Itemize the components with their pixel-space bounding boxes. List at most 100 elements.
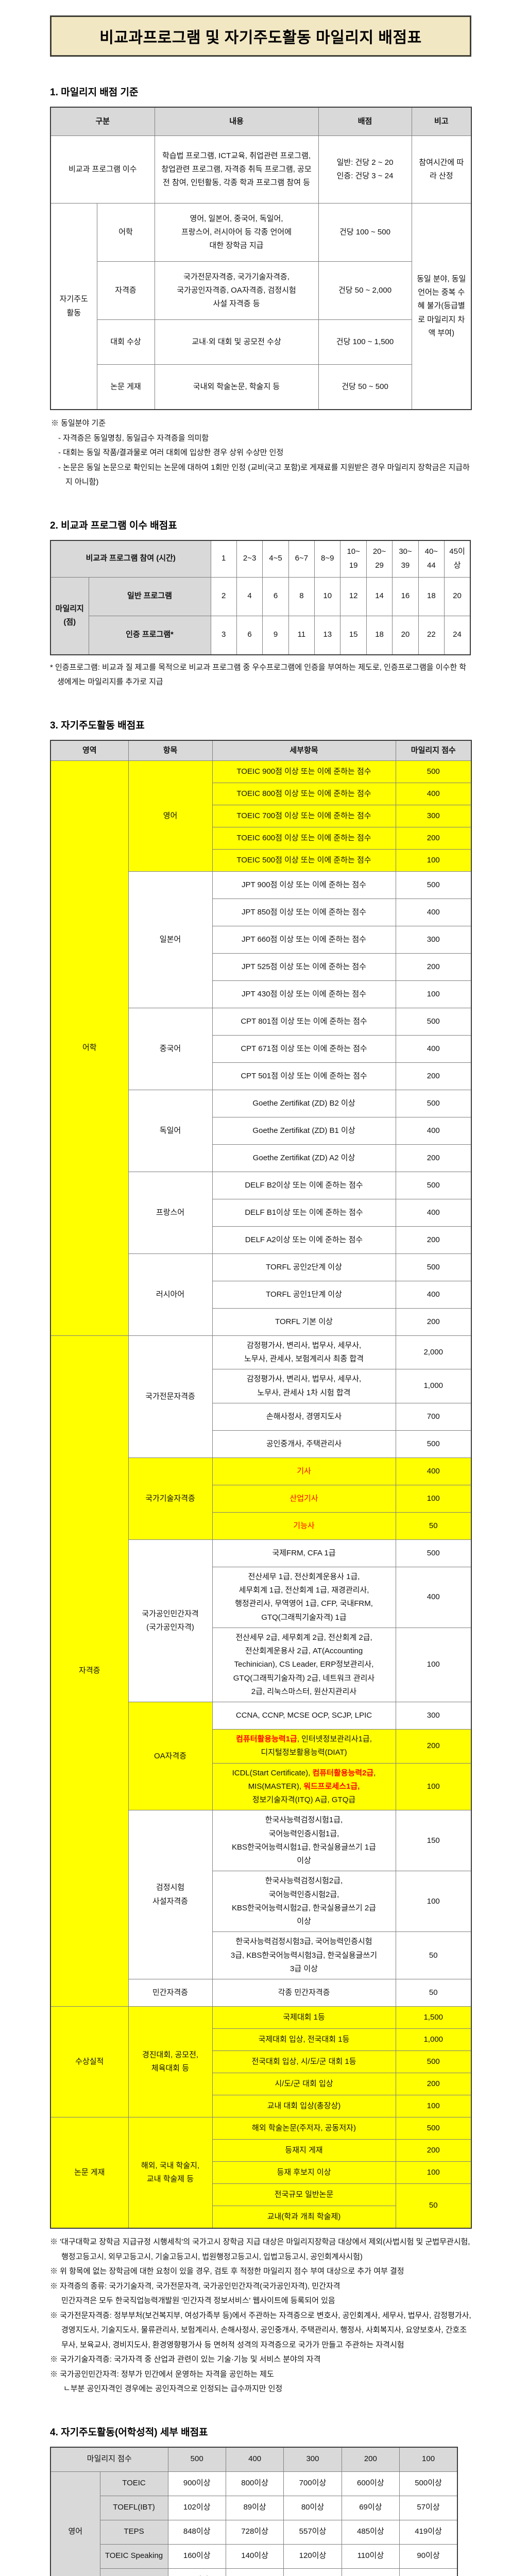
item-cell: 검정시험 사설자격증 <box>128 1810 212 1979</box>
table-row: 영어 TOEIC 900이상 800이상 700이상 600이상 500이상 <box>50 2471 457 2496</box>
header-cell: 비고 <box>412 107 471 136</box>
section-2-heading: 2. 비교과 프로그램 이수 배점표 <box>50 518 472 532</box>
value-cell: 160이상 <box>168 2544 226 2568</box>
detail-cell: 산업기사 <box>212 1485 396 1512</box>
item-cell: 중국어 <box>128 1008 212 1090</box>
header-cell: 500 <box>168 2447 226 2472</box>
label-cell: 어학 <box>97 204 155 262</box>
value-cell: 485이상 <box>342 2520 399 2544</box>
item-cell: 영어 <box>128 760 212 871</box>
score-cell: 200 <box>396 1226 471 1253</box>
detail-cell: TORFL 기본 이상 <box>212 1308 396 1335</box>
value-cell: 2 <box>211 577 236 616</box>
plain-text: 정보기술자격(ITQ) A급, GTQ급 <box>252 1795 355 1804</box>
test-cell: OPIC <box>100 2568 168 2576</box>
score-cell: 500 <box>396 760 471 783</box>
detail-cell: CPT 671점 이상 또는 이에 준하는 점수 <box>212 1035 396 1062</box>
detail-cell: 각종 민간자격증 <box>212 1979 396 2007</box>
hours-cell: 20~29 <box>366 540 392 578</box>
score-cell: 100 <box>396 980 471 1008</box>
value-cell: 16 <box>393 577 418 616</box>
table-row: 자기주도 활동 어학 영어, 일본어, 중국어, 독일어, 프랑스어, 러시아어… <box>50 204 471 262</box>
detail-cell: 시/도/군 대회 입상 <box>212 2073 396 2095</box>
value-cell: 90이상 <box>400 2544 457 2568</box>
detail-cell: Goethe Zertifikat (ZD) B1 이상 <box>212 1117 396 1144</box>
value-cell: 20 <box>393 616 418 655</box>
table-header-row: 구분 내용 배점 비고 <box>50 107 471 136</box>
detail-cell: 전국대회 입상, 시/도/군 대회 1등 <box>212 2051 396 2073</box>
item-cell: 일본어 <box>128 871 212 1008</box>
value-cell: 4 <box>236 577 262 616</box>
score-cell: 500 <box>396 1172 471 1199</box>
header-cell: 400 <box>226 2447 283 2472</box>
section-4-heading: 4. 자기주도활동(어학성적) 세부 배점표 <box>50 2425 472 2438</box>
score-cell: 200 <box>396 953 471 980</box>
activity-notes: ※ '대구대학교 장학금 지급규정 시행세칙'의 국가고시 장학금 지급 대상은… <box>50 2235 472 2397</box>
table-row: 자격증 국가전문자격증 감정평가사, 변리사, 법무사, 세무사, 노무사, 관… <box>50 1335 471 1369</box>
table-row: TEPS 848이상 728이상 557이상 485이상 419이상 <box>50 2520 457 2544</box>
detail-cell: JPT 430점 이상 또는 이에 준하는 점수 <box>212 980 396 1008</box>
item-cell: 민간자격증 <box>128 1979 212 2007</box>
detail-cell: TOEIC 600점 이상 또는 이에 준하는 점수 <box>212 827 396 849</box>
score-cell: 100 <box>396 2095 471 2117</box>
area-cell: 수상실적 <box>50 2007 128 2117</box>
value-cell: 500이상 <box>400 2471 457 2496</box>
area-cell: 어학 <box>50 760 128 1335</box>
detail-cell: 손해사정사, 경영지도사 <box>212 1403 396 1430</box>
program-table-note: * 인증프로그램: 비교과 질 제고를 목적으로 비교과 프로그램 중 우수프로… <box>50 660 472 690</box>
table-row: OPIC AL이상 IH IM2 IM1 <box>50 2568 457 2576</box>
page-title: 비교과프로그램 및 자기주도활동 마일리지 배점표 <box>50 15 471 57</box>
hours-cell: 8~9 <box>315 540 340 578</box>
detail-cell: Goethe Zertifikat (ZD) A2 이상 <box>212 1144 396 1172</box>
detail-cell: 감정평가사, 변리사, 법무사, 세무사, 노무사, 관세사, 보험계리사 최종… <box>212 1335 396 1369</box>
red-text: 컴퓨터활용능력1급 <box>236 1735 297 1743</box>
detail-cell: 등재지 게재 <box>212 2140 396 2162</box>
value-cell: 848이상 <box>168 2520 226 2544</box>
score-cell: 500 <box>396 871 471 899</box>
score-cell: 300 <box>396 805 471 827</box>
score-cell: 50 <box>396 1512 471 1539</box>
detail-cell: 국제대회 입상, 전국대회 1등 <box>212 2029 396 2051</box>
value-cell: 18 <box>418 577 444 616</box>
score-cell: 500 <box>396 1253 471 1281</box>
score-cell: 400 <box>396 899 471 926</box>
table-row: 인증 프로그램* 3 6 9 11 13 15 18 20 22 24 <box>50 616 470 655</box>
detail-cell: 교내 대회 입상(총장상) <box>212 2095 396 2117</box>
value-cell: 120이상 <box>284 2544 342 2568</box>
value-cell: 12 <box>340 577 366 616</box>
detail-cell: 한국사능력검정시험1급, 국어능력인증시험1급, KBS한국어능력시험1급, 한… <box>212 1810 396 1871</box>
value-cell: IH <box>226 2568 283 2576</box>
header-cell: 배점 <box>318 107 412 136</box>
score-cell: 500 <box>396 1008 471 1035</box>
value-cell: 69이상 <box>342 2496 399 2520</box>
points-line: 인증: 건당 3 ~ 24 <box>323 170 407 183</box>
detail-cell: JPT 900점 이상 또는 이에 준하는 점수 <box>212 871 396 899</box>
detail-cell: DELF B1이상 또는 이에 준하는 점수 <box>212 1199 396 1226</box>
hours-cell: 2~3 <box>236 540 262 578</box>
label-cell: 인증 프로그램* <box>89 616 211 655</box>
score-cell: 50 <box>396 1979 471 2007</box>
header-cell: 세부항목 <box>212 740 396 761</box>
points-cell: 건당 100 ~ 1,500 <box>318 320 412 365</box>
detail-cell: JPT 660점 이상 또는 이에 준하는 점수 <box>212 926 396 953</box>
detail-cell: 공인중개사, 주택관리사 <box>212 1430 396 1458</box>
detail-cell: TOEIC 500점 이상 또는 이에 준하는 점수 <box>212 849 396 871</box>
score-cell: 200 <box>396 1062 471 1090</box>
header-cell: 내용 <box>155 107 318 136</box>
table-row: TOEIC Speaking 160이상 140이상 120이상 110이상 9… <box>50 2544 457 2568</box>
area-cell: 자격증 <box>50 1335 128 2006</box>
language-score-table: 마일리지 점수 500 400 300 200 100 영어 TOEIC 900… <box>50 2447 458 2576</box>
points-cell: 건당 50 ~ 500 <box>318 365 412 410</box>
score-cell: 1,000 <box>396 2029 471 2051</box>
table-row: 대회 수상 교내·외 대회 및 공모전 수상 건당 100 ~ 1,500 <box>50 320 471 365</box>
value-cell: 102이상 <box>168 2496 226 2520</box>
item-cell: 독일어 <box>128 1090 212 1172</box>
score-cell: 200 <box>396 1144 471 1172</box>
detail-cell: JPT 850점 이상 또는 이에 준하는 점수 <box>212 899 396 926</box>
value-cell: 8 <box>288 577 314 616</box>
note-line: ※ 국가전문자격증: 정부부처(보건복지부, 여성가족부 등)에서 주관하는 자… <box>50 2309 472 2353</box>
value-cell: AL이상 <box>168 2568 226 2576</box>
detail-cell: 컴퓨터활용능력1급, 인터넷정보관리사1급, 디지털정보활용능력(DIAT) <box>212 1730 396 1764</box>
table-header-row: 영역 항목 세부항목 마일리지 점수 <box>50 740 471 761</box>
header-cell: 영역 <box>50 740 128 761</box>
